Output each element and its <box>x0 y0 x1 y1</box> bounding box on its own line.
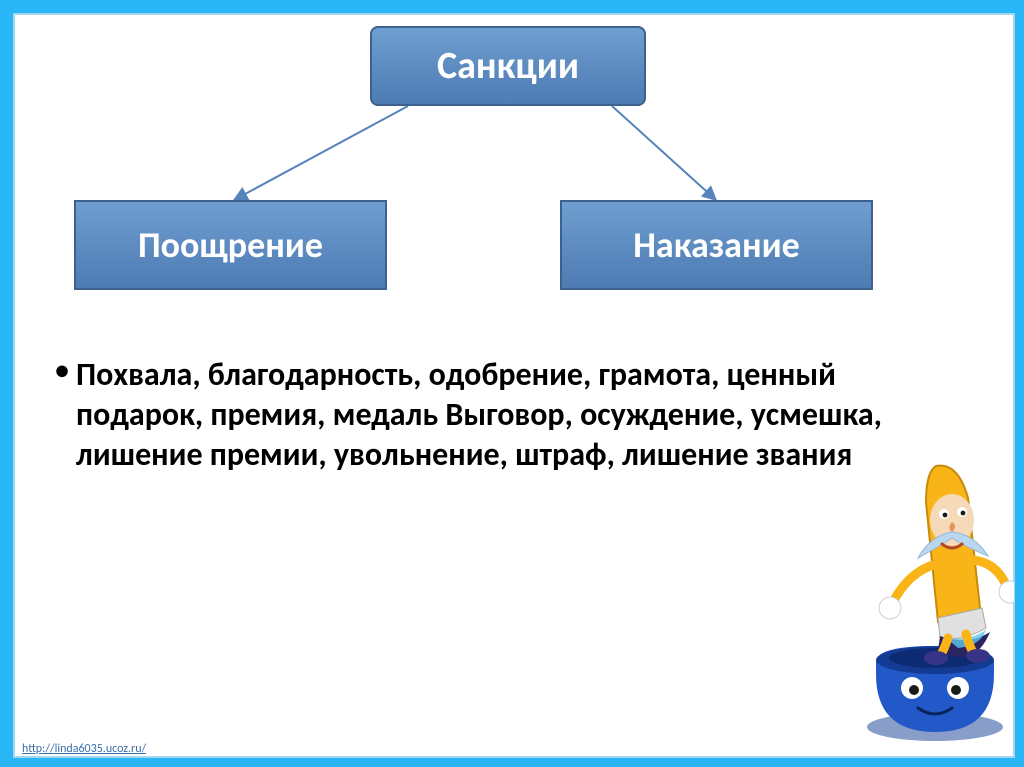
source-link-text: http://linda6035.ucoz.ru/ <box>22 742 146 756</box>
child-node-punishment: Наказание <box>560 200 873 290</box>
root-node: Санкции <box>370 26 646 106</box>
child-node-reward-label: Поощрение <box>138 223 323 267</box>
source-link[interactable]: http://linda6035.ucoz.ru/ <box>22 742 146 756</box>
bullet-list: • Похвала, благодарность, одобрение, гра… <box>48 355 948 475</box>
slide-frame: Санкции Поощрение Наказание • Похвала, б… <box>0 0 1024 767</box>
root-node-label: Санкции <box>437 43 579 89</box>
child-node-punishment-label: Наказание <box>633 223 800 267</box>
mascot-illustration <box>840 432 1014 742</box>
bullet-icon: • <box>48 355 76 388</box>
bullet-text: Похвала, благодарность, одобрение, грамо… <box>76 355 948 475</box>
child-node-reward: Поощрение <box>74 200 387 290</box>
list-item: • Похвала, благодарность, одобрение, гра… <box>48 355 948 475</box>
